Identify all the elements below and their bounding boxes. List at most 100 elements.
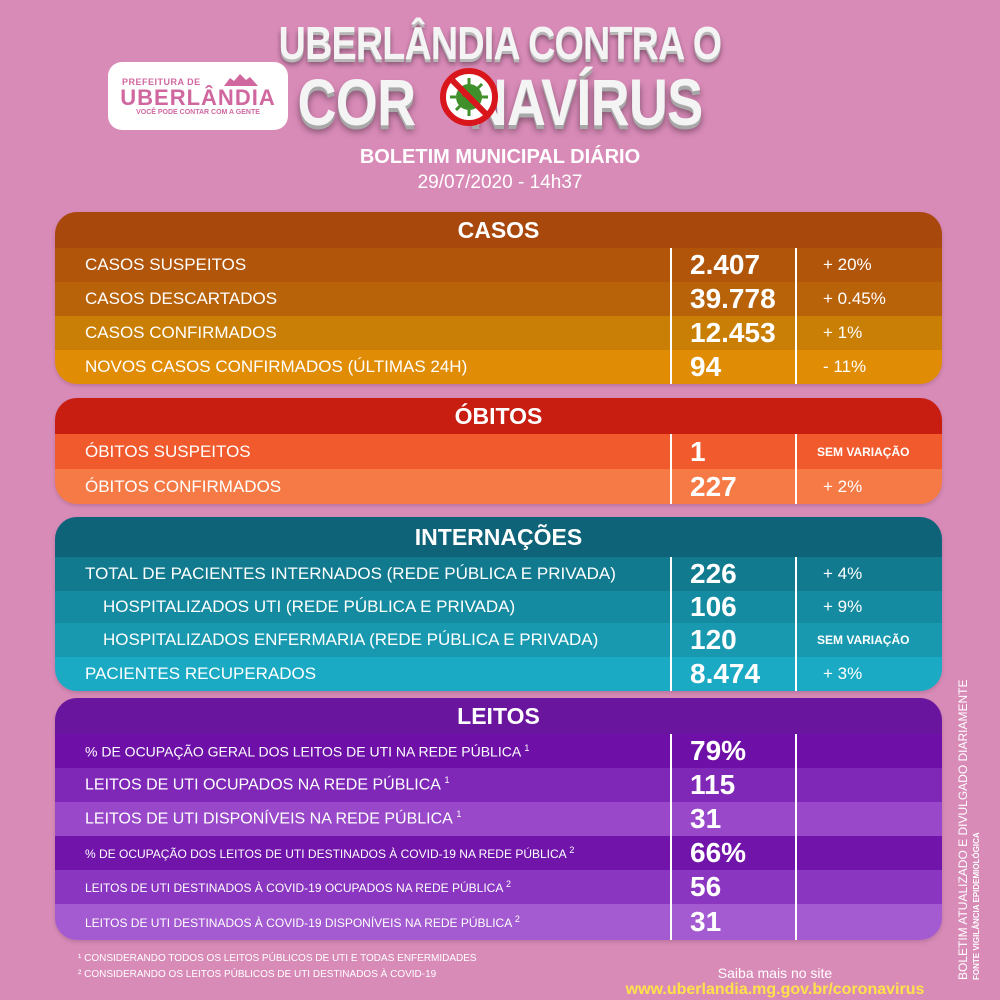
bulletin-subtitle: BOLETIM MUNICIPAL DIÁRIO	[359, 146, 641, 168]
obitos-section: ÓBITOS ÓBITOS SUSPEITOS 1 SEM VARIAÇÃO Ó…	[55, 398, 942, 504]
row-value: 94	[670, 350, 795, 384]
row-value: 106	[670, 591, 795, 623]
casos-header: CASOS	[55, 212, 942, 248]
footnote-marker: 1	[444, 775, 450, 786]
row-variation	[795, 802, 942, 836]
row-label: LEITOS DE UTI OCUPADOS NA REDE PÚBLICA 1	[55, 775, 670, 794]
casos-section: CASOS CASOS SUSPEITOS 2.407 + 20% CASOS …	[55, 212, 942, 384]
row-label: TOTAL DE PACIENTES INTERNADOS (REDE PÚBL…	[85, 564, 616, 583]
table-row: NOVOS CASOS CONFIRMADOS (ÚLTIMAS 24H) 94…	[55, 350, 942, 384]
row-value: 227	[670, 469, 795, 504]
row-variation	[795, 904, 942, 940]
vertical-note: BOLETIM ATUALIZADO E DIVULGADO DIARIAMEN…	[952, 640, 992, 981]
row-label: NOVOS CASOS CONFIRMADOS (ÚLTIMAS 24H)	[85, 357, 468, 376]
site-link[interactable]: www.uberlandia.mg.gov.br/coronavirus	[625, 981, 925, 998]
table-row: HOSPITALIZADOS ENFERMARIA (REDE PÚBLICA …	[55, 623, 942, 657]
row-label: LEITOS DE UTI DESTINADOS À COVID-19 OCUP…	[55, 879, 670, 895]
table-row: CASOS SUSPEITOS 2.407 + 20%	[55, 248, 942, 282]
vertical-note-2: FONTE VIGILÂNCIA EPIDEMIOLÓGICA	[972, 832, 981, 980]
footnotes: ¹ CONSIDERANDO TODOS OS LEITOS PÚBLICOS …	[78, 951, 477, 983]
footnote-marker: 2	[506, 879, 512, 889]
row-label: HOSPITALIZADOS UTI (REDE PÚBLICA E PRIVA…	[103, 597, 516, 616]
table-row: ÓBITOS CONFIRMADOS 227 + 2%	[55, 469, 942, 504]
table-row: % DE OCUPAÇÃO GERAL DOS LEITOS DE UTI NA…	[55, 734, 942, 768]
row-variation: + 9%	[795, 591, 942, 623]
leitos-section: LEITOS % DE OCUPAÇÃO GERAL DOS LEITOS DE…	[55, 698, 942, 940]
row-label: % DE OCUPAÇÃO GERAL DOS LEITOS DE UTI NA…	[55, 743, 670, 760]
row-variation: + 0.45%	[795, 282, 942, 316]
vertical-note-1: BOLETIM ATUALIZADO E DIVULGADO DIARIAMEN…	[956, 679, 970, 981]
site-info: Saiba mais no site www.uberlandia.mg.gov…	[610, 965, 940, 999]
row-label-text: LEITOS DE UTI DISPONÍVEIS NA REDE PÚBLIC…	[85, 810, 452, 828]
footnote-marker: 1	[524, 742, 530, 753]
table-row: CASOS DESCARTADOS 39.778 + 0.45%	[55, 282, 942, 316]
site-label: Saiba mais no site	[717, 965, 833, 981]
leitos-header: LEITOS	[55, 698, 942, 734]
logo-line3: VOCÊ PODE CONTAR COM A GENTE	[136, 108, 260, 116]
row-value: 120	[670, 623, 795, 657]
row-value: 1	[670, 434, 795, 469]
row-label-text: LEITOS DE UTI OCUPADOS NA REDE PÚBLICA	[85, 776, 441, 794]
internacoes-header: INTERNAÇÕES	[55, 517, 942, 557]
row-variation: + 1%	[795, 316, 942, 350]
row-variation	[795, 870, 942, 904]
table-row: LEITOS DE UTI OCUPADOS NA REDE PÚBLICA 1…	[55, 768, 942, 802]
row-variation: SEM VARIAÇÃO	[795, 623, 942, 657]
row-variation: + 20%	[795, 248, 942, 282]
row-label: LEITOS DE UTI DISPONÍVEIS NA REDE PÚBLIC…	[55, 809, 670, 828]
row-label-text: % DE OCUPAÇÃO DOS LEITOS DE UTI DESTINAD…	[85, 847, 567, 861]
table-row: LEITOS DE UTI DISPONÍVEIS NA REDE PÚBLIC…	[55, 802, 942, 836]
obitos-header: ÓBITOS	[55, 398, 942, 434]
row-label: CASOS DESCARTADOS	[85, 289, 278, 308]
row-variation: + 4%	[795, 557, 942, 591]
table-row: ÓBITOS SUSPEITOS 1 SEM VARIAÇÃO	[55, 434, 942, 469]
no-virus-icon	[440, 68, 498, 126]
footnote-2: ² CONSIDERANDO OS LEITOS PÚBLICOS DE UTI…	[78, 969, 437, 980]
title-line1: UBERLÂNDIA CONTRA O	[278, 17, 722, 69]
row-variation: + 3%	[795, 657, 942, 691]
title-line2: COR NAVÍRUS	[297, 65, 704, 139]
row-label: PACIENTES RECUPERADOS	[85, 664, 317, 683]
row-value: 39.778	[670, 282, 795, 316]
row-label: LEITOS DE UTI DESTINADOS À COVID-19 DISP…	[55, 914, 670, 930]
row-value: 31	[670, 802, 795, 836]
row-variation	[795, 768, 942, 802]
row-label: CASOS SUSPEITOS	[85, 255, 247, 274]
row-label: HOSPITALIZADOS ENFERMARIA (REDE PÚBLICA …	[103, 630, 599, 649]
row-value: 79%	[670, 734, 795, 768]
row-label: ÓBITOS SUSPEITOS	[85, 441, 251, 461]
row-value: 66%	[670, 836, 795, 870]
row-value: 31	[670, 904, 795, 940]
footnote-marker: 2	[514, 914, 520, 924]
footnote-marker: 2	[569, 845, 575, 855]
footnote-marker: 1	[456, 809, 462, 820]
vertical-text-block: BOLETIM ATUALIZADO E DIVULGADO DIARIAMEN…	[956, 680, 981, 981]
row-label-text: % DE OCUPAÇÃO GERAL DOS LEITOS DE UTI NA…	[85, 743, 521, 760]
row-value: 115	[670, 768, 795, 802]
row-variation: SEM VARIAÇÃO	[795, 434, 942, 469]
table-row: LEITOS DE UTI DESTINADOS À COVID-19 DISP…	[55, 904, 942, 940]
logo-line1: PREFEITURA DE	[122, 76, 201, 87]
row-label: CASOS CONFIRMADOS	[85, 323, 277, 342]
footnote-1: ¹ CONSIDERANDO TODOS OS LEITOS PÚBLICOS …	[78, 953, 477, 964]
table-row: CASOS CONFIRMADOS 12.453 + 1%	[55, 316, 942, 350]
prefeitura-logo: PREFEITURA DE UBERLÂNDIA VOCÊ PODE CONTA…	[108, 62, 288, 130]
row-label-text: LEITOS DE UTI DESTINADOS À COVID-19 OCUP…	[85, 881, 503, 895]
row-variation	[795, 734, 942, 768]
row-value: 2.407	[670, 248, 795, 282]
city-skyline-icon	[224, 74, 258, 86]
table-row: PACIENTES RECUPERADOS 8.474 + 3%	[55, 657, 942, 691]
row-label: ÓBITOS CONFIRMADOS	[85, 476, 282, 496]
table-row: % DE OCUPAÇÃO DOS LEITOS DE UTI DESTINAD…	[55, 836, 942, 870]
row-label: % DE OCUPAÇÃO DOS LEITOS DE UTI DESTINAD…	[55, 845, 670, 861]
row-value: 56	[670, 870, 795, 904]
table-row: HOSPITALIZADOS UTI (REDE PÚBLICA E PRIVA…	[55, 591, 942, 623]
row-value: 12.453	[670, 316, 795, 350]
row-variation: + 2%	[795, 469, 942, 504]
row-value: 8.474	[670, 657, 795, 691]
logo-line2: UBERLÂNDIA	[120, 84, 276, 110]
table-row: LEITOS DE UTI DESTINADOS À COVID-19 OCUP…	[55, 870, 942, 904]
internacoes-section: INTERNAÇÕES TOTAL DE PACIENTES INTERNADO…	[55, 517, 942, 691]
row-value: 226	[670, 557, 795, 591]
row-variation	[795, 836, 942, 870]
